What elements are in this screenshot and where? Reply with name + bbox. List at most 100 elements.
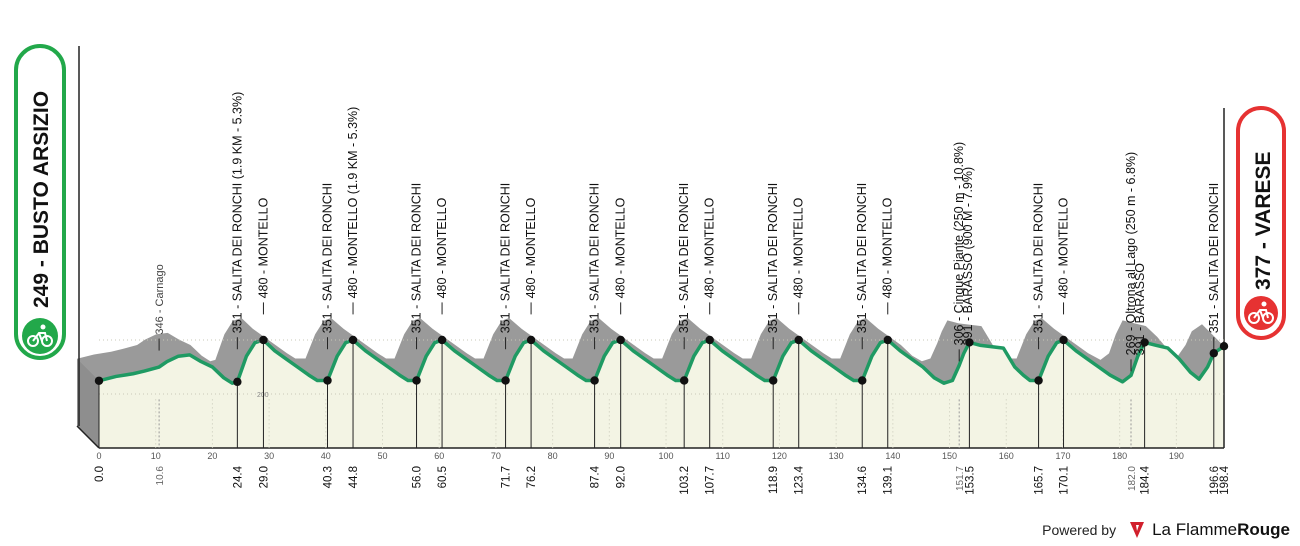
x-tick-label: 70 [491,451,501,461]
climb-annotation: 391 - BARASSO [1133,263,1147,356]
km-marker-label: 196.6 [1209,466,1221,495]
climb-annotation: 306 - Cinque Piante (250 m - 10.8%) [952,142,966,346]
km-marker-dot [616,335,625,345]
km-marker-dot [1059,335,1068,345]
x-tick-label: 170 [1055,451,1070,461]
km-marker-label: 92.0 [616,466,628,488]
profile-line [98,338,1225,385]
km-marker-dot [94,376,104,385]
km-marker-label: 29.0 [258,466,270,488]
x-tick-label: 0 [96,451,101,461]
km-marker-dot [437,335,447,345]
x-tick-label: 190 [1169,451,1184,461]
brand-first: La Flamme [1152,520,1238,539]
km-marker-label: 40.3 [323,466,335,488]
x-tick-label: 180 [1112,451,1127,461]
km-marker-label: 165.7 [1034,466,1046,495]
climb-annotation: 351 - SALITA DEI RONCHI [499,183,513,334]
cyclist-icon [1248,301,1274,324]
km-marker-dot [233,377,242,387]
x-tick-label: 20 [207,451,217,461]
km-marker-label: 182.0 [1127,466,1138,491]
km-marker-label: 198.4 [1219,465,1231,494]
climb-annotation: 351 - SALITA DEI RONCHI [1032,183,1046,334]
km-marker-label: 184.4 [1140,465,1152,494]
km-marker-dot [679,376,689,385]
km-marker-label: 151.7 [955,466,966,491]
x-tick-label: 100 [659,451,674,461]
x-tick-label: 140 [885,451,900,461]
km-marker-label: 123.4 [794,465,806,494]
km-marker-label: 56.0 [412,466,424,488]
climb-annotation: 480 - MONTELLO [524,197,538,298]
finish-label: 377 - VARESE [1252,152,1275,291]
km-marker-label: 134.6 [857,466,869,495]
grid-layer: 200400 [99,338,1224,448]
x-tick-label: 90 [604,451,614,461]
km-marker-dot [705,335,714,345]
x-tick-label: 10 [151,451,161,461]
climb-annotation: 351 - SALITA DEI RONCHI [677,183,691,334]
km-marker-label: 107.7 [705,466,717,495]
km-marker-label: 44.8 [348,466,360,488]
km-marker-dot [590,376,599,385]
climb-annotation: 351 - SALITA DEI RONCHI [410,183,424,334]
km-marker-label: 71.7 [501,466,513,488]
climb-annotation: 346 - Carnago [154,264,166,334]
start-label: 249 - BUSTO ARSIZIO [30,91,53,308]
climb-annotation: 351 - SALITA DEI RONCHI [588,183,602,334]
climb-annotation: 269 - Oltrona al Lago (250 m - 6.8%) [1124,152,1138,356]
km-marker-dot [858,376,867,385]
km-marker-label: 139.1 [883,466,895,495]
brand-second: Rouge [1237,520,1290,539]
km-marker-label: 76.2 [526,466,538,488]
climb-annotation: 480 - MONTELLO [881,197,895,298]
profile-area [99,340,1224,448]
x-tick-label: 50 [378,451,388,461]
km-marker-dot [412,376,421,385]
km-marker-dot [501,376,510,385]
x-tick-label: 160 [999,451,1014,461]
km-marker-dot [965,338,974,347]
climb-annotation: 351 - SALITA DEI RONCHI [766,183,780,334]
climb-annotation: 480 - MONTELLO [792,197,806,298]
climb-annotation: 391 - BARASSO (900 M - 7.9%) [961,167,975,346]
baseline-diagonal [76,425,100,449]
km-marker-layer: 0.0 10.6 24.4 29.0 40.3 44.8 56.0 60.5 71.7 76.2 8… [94,335,1231,495]
km-marker-label: 10.6 [155,466,166,486]
x-tick-label: 40 [321,451,331,461]
flame-logo-icon [1130,522,1145,538]
y-tick-label: 200 [257,392,269,399]
powered-by-footer: Powered by La FlammeRouge [1042,520,1290,540]
km-marker-label: 153.5 [964,466,976,495]
x-tick-label: 130 [829,451,844,461]
climb-annotation: 351 - SALITA DEI RONCHI (1.9 KM - 5.3%) [230,92,244,334]
km-marker-dot [1209,349,1218,358]
finish-badge: 377 - VARESE [1236,106,1286,340]
x-tick-label: 80 [548,451,558,461]
profile-layer [76,46,1225,449]
km-marker-dot [1140,338,1149,347]
km-marker-label: 103.2 [679,466,691,495]
km-marker-label: 118.9 [768,466,780,494]
climb-annotation: 480 - MONTELLO [614,197,628,298]
climb-annotation: 351 - SALITA DEI RONCHI [855,183,869,334]
x-tick-label: 30 [264,451,274,461]
x-tick-label: 60 [434,451,444,461]
climb-annotation: 351 - SALITA DEI RONCHI [321,183,335,334]
annotation-layer: 346 - Carnago 351 - SALITA DEI RONCHI (1.… [154,92,1221,372]
km-marker-dot [348,335,358,345]
climb-annotation: 480 - MONTELLO (1.9 KM - 5.3%) [346,107,360,299]
start-badge: 249 - BUSTO ARSIZIO [14,44,66,360]
km-marker-dot [1034,376,1043,385]
climb-annotation: 351 - SALITA DEI RONCHI [1207,183,1221,334]
km-marker-dot [1219,342,1229,351]
km-marker-label: 87.4 [590,465,602,488]
km-marker-label: 24.4 [232,465,244,488]
km-marker-dot [794,335,803,345]
km-marker-label: 0.0 [94,466,106,482]
climb-annotation: 480 - MONTELLO [435,197,449,298]
x-tick-label: 110 [716,451,730,461]
x-tick-label: 150 [942,451,957,461]
